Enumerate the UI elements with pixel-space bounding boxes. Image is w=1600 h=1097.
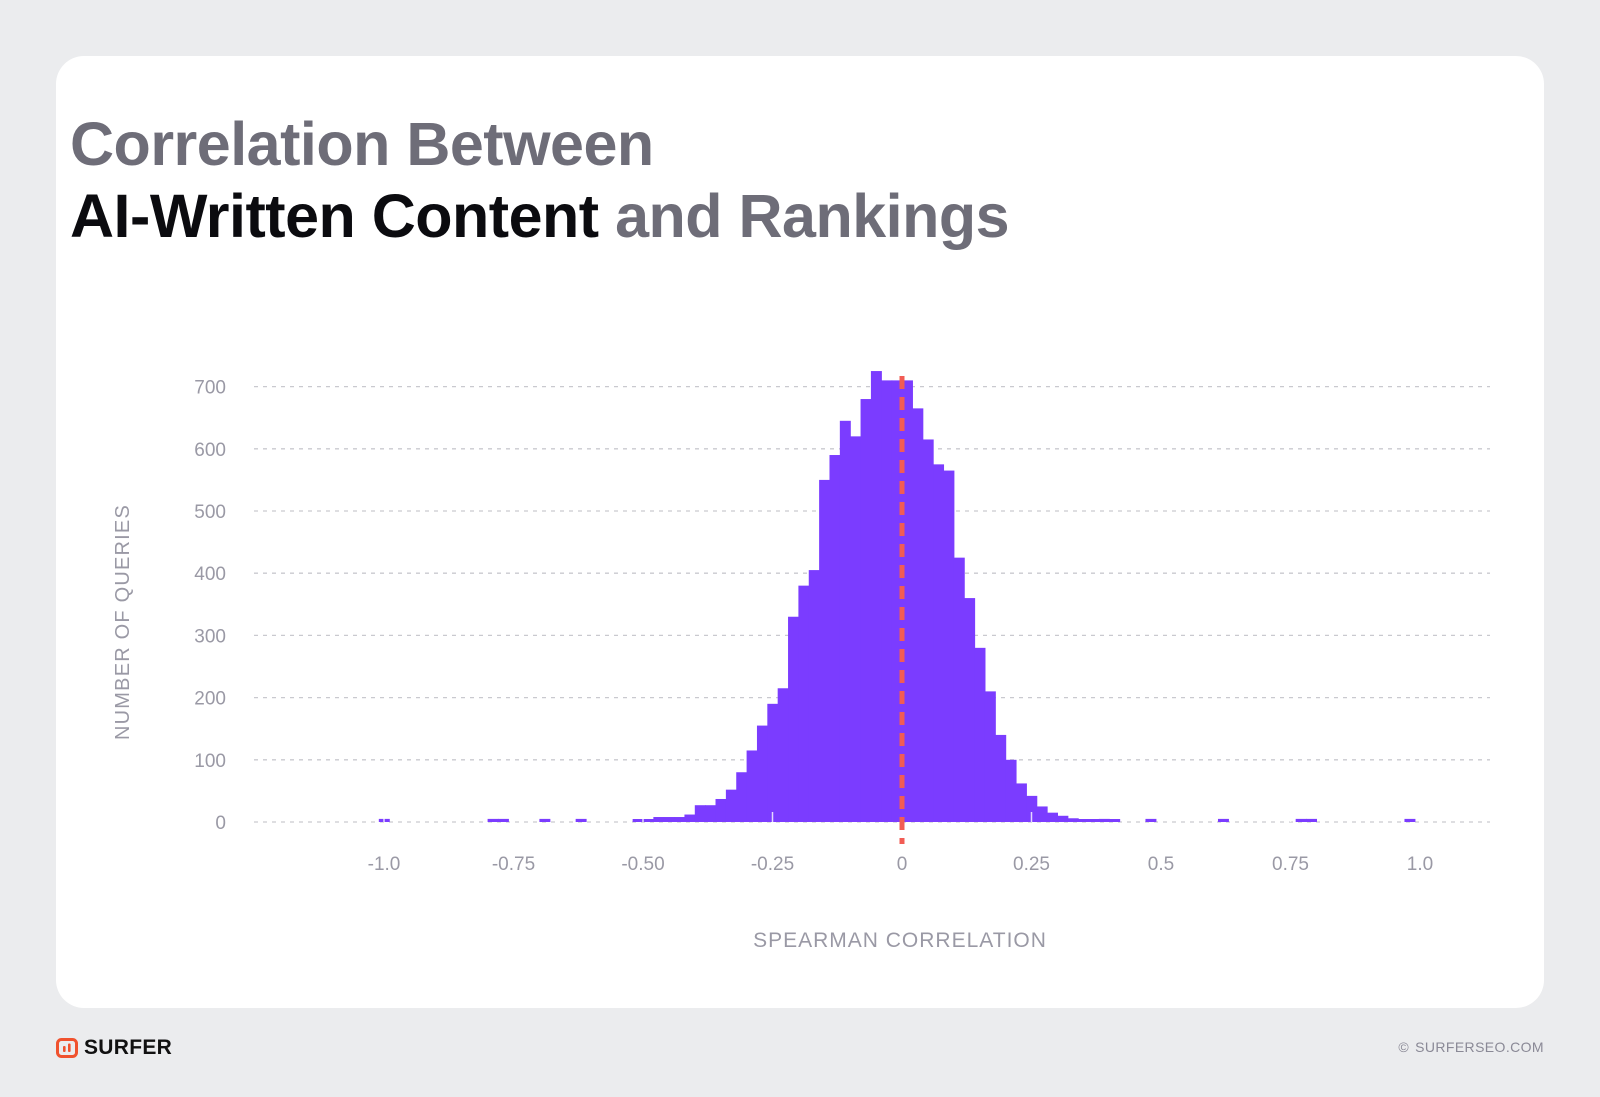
histogram-bar [1145, 818, 1157, 822]
histogram-bar [715, 798, 727, 822]
copyright: © SURFERSEO.COM [1398, 1036, 1544, 1058]
x-tick-label: 0.75 [1272, 854, 1309, 875]
histogram-bar [632, 819, 644, 822]
x-tick-label: 1.0 [1407, 854, 1433, 875]
histogram-bar [736, 772, 748, 822]
histogram-bar [902, 380, 913, 822]
title-line-2: AI-Written Content and Rankings [70, 180, 1010, 252]
histogram-bar [756, 725, 768, 822]
copyright-symbol: © [1398, 1039, 1410, 1055]
x-tick-label: -0.75 [492, 854, 535, 875]
y-tick-label: 500 [194, 502, 226, 523]
histogram-bar [964, 598, 976, 822]
histogram-bar [912, 408, 924, 822]
surfer-logo: SURFER [56, 1036, 172, 1060]
histogram-bar [943, 470, 955, 822]
y-tick-label: 400 [194, 564, 226, 585]
chart-title: Correlation Between AI-Written Content a… [70, 108, 1010, 252]
histogram-bar [746, 750, 758, 822]
chart-card [56, 56, 1544, 1008]
histogram-bar [788, 616, 799, 822]
histogram-bar [539, 818, 551, 822]
histogram-bar [684, 814, 696, 822]
y-axis-ticks: 0 100 200 300 400 500 600 700 [194, 378, 226, 834]
surfer-logo-icon [56, 1038, 78, 1058]
histogram-bar [1005, 759, 1017, 822]
histogram-bar [995, 734, 1007, 822]
histogram-bar [1098, 818, 1110, 822]
histogram-bar [1047, 812, 1058, 822]
y-tick-label: 0 [215, 813, 226, 834]
histogram-bar [575, 818, 587, 822]
histogram-bar [1306, 818, 1317, 822]
histogram-bar [1026, 795, 1038, 822]
histogram-bar [674, 817, 686, 822]
histogram-bar [1078, 819, 1090, 822]
histogram-bar [974, 647, 986, 822]
y-tick-label: 200 [194, 689, 226, 710]
histogram-bar [767, 703, 779, 822]
histogram-bar [725, 789, 737, 822]
histogram-bar [1217, 818, 1229, 822]
histogram-bar [694, 805, 706, 822]
histogram-bar [1036, 806, 1048, 822]
title-highlight: AI-Written Content [70, 182, 599, 250]
histogram-bar [819, 479, 831, 822]
histogram-bar [984, 691, 996, 822]
x-axis-tick-marks [383, 812, 1421, 822]
histogram-bar [1109, 819, 1121, 822]
y-axis-label: NUMBER OF QUERIES [112, 504, 134, 740]
y-tick-label: 100 [194, 751, 226, 772]
histogram-bar [850, 436, 862, 822]
histogram-bar [1088, 819, 1100, 822]
histogram-bar [1404, 818, 1416, 822]
x-axis-label: SPEARMAN CORRELATION [753, 929, 1047, 952]
histogram-bar [953, 557, 965, 822]
histogram-bar [1067, 818, 1079, 822]
title-rest: and Rankings [615, 182, 1010, 250]
histogram-bar [653, 817, 665, 822]
histogram-bar [870, 371, 882, 822]
histogram-bar [808, 570, 820, 822]
brand-name: SURFER [84, 1036, 173, 1059]
x-tick-label: 0.5 [1148, 854, 1174, 875]
histogram-bar [881, 380, 893, 822]
x-tick-label: -0.50 [621, 854, 664, 875]
histogram-bar [933, 464, 945, 822]
histogram-bar [1295, 818, 1307, 822]
y-tick-label: 700 [194, 378, 226, 399]
histogram-bar [1057, 815, 1069, 822]
histogram-bar [839, 420, 851, 822]
histogram-bar [777, 688, 789, 822]
histogram-bar [663, 817, 675, 822]
histogram-bar [487, 818, 499, 822]
histogram-bar [798, 585, 810, 822]
histogram-bar [829, 455, 841, 822]
histogram-bar [643, 819, 654, 822]
histogram-bars [378, 371, 1416, 822]
x-tick-label: -1.0 [368, 854, 401, 875]
x-tick-label: 0 [897, 854, 908, 875]
title-line-1: Correlation Between [70, 110, 654, 178]
x-tick-label: 0.25 [1013, 854, 1050, 875]
y-tick-label: 600 [194, 440, 226, 461]
y-tick-label: 300 [194, 626, 226, 647]
histogram-bar [922, 439, 934, 822]
histogram-bar [1015, 783, 1027, 822]
grid-lines [254, 385, 1490, 823]
histogram-bar [497, 818, 509, 822]
histogram-bar [860, 399, 872, 822]
x-tick-label: -0.25 [751, 854, 794, 875]
site-url: SURFERSEO.COM [1415, 1039, 1544, 1055]
histogram-bar [705, 805, 717, 822]
x-axis-ticks: -1.0 -0.75 -0.50 -0.25 0 0.25 0.5 0.75 1.0 [368, 854, 1434, 875]
histogram-bar [891, 380, 903, 822]
